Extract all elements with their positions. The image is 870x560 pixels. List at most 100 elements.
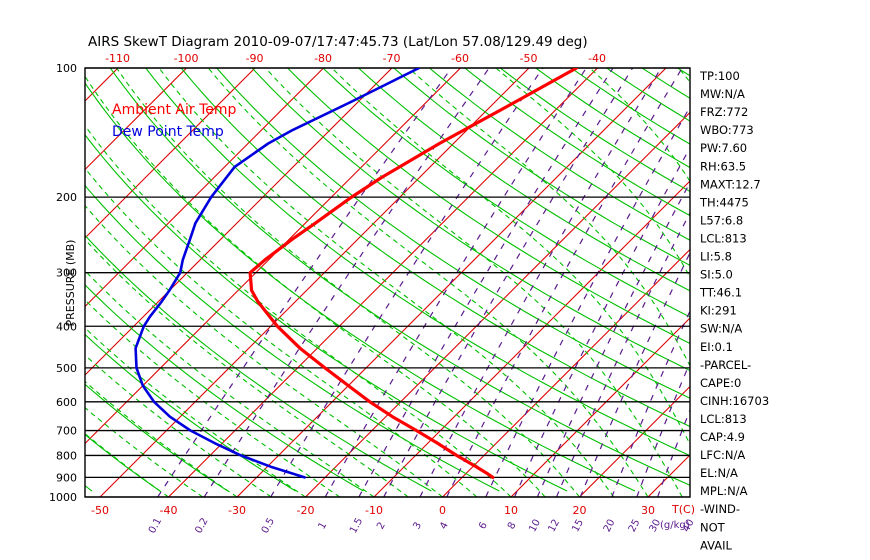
- isotherm-line: [99, 68, 530, 497]
- ambient-air-temp-profile: [248, 68, 579, 479]
- top-temperature-ticks: -110 -100 -90 -80 -70 -60 -50 -40: [105, 52, 606, 65]
- dew-point-temp-profile: [134, 68, 421, 479]
- moist-adiabat-line: [85, 124, 512, 497]
- pressure-tick-label: 200: [56, 191, 77, 204]
- bottom-temperature-tick-label: 20: [573, 504, 587, 517]
- mixing-ratio-line: [203, 68, 490, 497]
- dry-adiabat-line: [85, 284, 364, 492]
- top-temperature-tick-label: -60: [451, 52, 469, 65]
- mixing-ratio-tick-label: 1: [317, 520, 330, 531]
- x-axis-title-mixing-ratio: (g/kg): [660, 520, 690, 531]
- moist-adiabat-line: [85, 238, 409, 497]
- parameter-list: TP:100 MW:N/A FRZ:772 WBO:773 PW:7.60 RH:63.5…: [699, 69, 769, 552]
- dry-adiabat-line: [85, 234, 432, 492]
- pressure-tick-label: 300: [56, 267, 77, 280]
- parcel-mpl: MPL:N/A: [700, 484, 748, 498]
- y-axis-title: PRESSURE (MB): [64, 240, 77, 327]
- dry-adiabat-line: [85, 333, 296, 492]
- dry-adiabat-line: [393, 68, 690, 266]
- wind-status-line-2: AVAIL: [700, 538, 733, 552]
- dry-adiabat-line: [145, 68, 690, 457]
- parameter-mw: MW:N/A: [700, 87, 745, 101]
- parameter-l57: L57:6.8: [700, 213, 743, 227]
- mixing-ratio-tick-label: 4: [438, 520, 451, 531]
- pressure-tick-label: 500: [56, 362, 77, 375]
- isotherm-line: [85, 68, 324, 308]
- moist-adiabat-line: [85, 204, 443, 497]
- pressure-tick-label: 1000: [49, 491, 77, 504]
- dry-adiabat-line: [216, 68, 690, 399]
- bottom-temperature-tick-label: -40: [160, 504, 178, 517]
- parameter-ki: KI:291: [700, 304, 737, 318]
- legend-ambient-air-temp: Ambient Air Temp: [112, 102, 237, 118]
- dry-adiabat-line: [180, 68, 690, 428]
- mixing-ratio-tick-label: 30: [648, 518, 664, 534]
- dry-adiabat-line: [85, 184, 500, 492]
- parcel-lfc: LFC:N/A: [700, 448, 745, 462]
- bottom-temperature-tick-label: -10: [365, 504, 383, 517]
- isotherm-line: [85, 68, 461, 445]
- mixing-ratio-line: [536, 181, 690, 497]
- mixing-ratio-line: [636, 360, 690, 497]
- dry-adiabat-line: [429, 68, 690, 241]
- mixing-ratio-line: [485, 105, 690, 497]
- isotherm-line: [510, 317, 690, 497]
- mixing-ratio-line: [324, 68, 587, 497]
- mixing-ratio-tick-label: 15: [570, 518, 586, 534]
- isotherm-line: [373, 180, 690, 497]
- pressure-tick-labels: 100 200 300 400 500 600 700 800 900 1000: [49, 62, 77, 504]
- plot-frame: [84, 67, 691, 498]
- mixing-ratio-tick-label: 2: [375, 520, 388, 531]
- pressure-tick-label: 800: [56, 449, 77, 462]
- moist-adiabat-line: [85, 269, 375, 497]
- x-axis-title-temperature: T(C): [671, 503, 695, 516]
- parameter-ei: EI:0.1: [700, 340, 733, 354]
- parameter-frz: FRZ:772: [700, 105, 748, 119]
- wind-section-header: -WIND-: [700, 502, 740, 516]
- dry-adiabat-line: [358, 68, 690, 292]
- bottom-temperature-ticks: -50 -40 -30 -20 -10 0 10 20 30: [91, 504, 655, 517]
- moist-adiabat-lines: [85, 68, 690, 497]
- dry-adiabat-line: [85, 134, 568, 492]
- moist-adiabat-line: [85, 327, 306, 497]
- mixing-ratio-tick-label: 6: [477, 520, 490, 531]
- isotherm-line: [85, 68, 187, 171]
- moist-adiabat-line: [265, 68, 683, 497]
- top-temperature-tick-label: -110: [105, 52, 130, 65]
- dry-adiabat-line: [464, 68, 690, 217]
- moist-adiabat-line: [116, 68, 580, 497]
- mixing-ratio-tick-label: 3: [411, 520, 424, 531]
- moist-adiabat-line: [85, 299, 341, 497]
- isotherm-line: [442, 248, 690, 497]
- dry-adiabat-line: [287, 68, 690, 345]
- mixing-ratio-tick-label: 8: [506, 520, 519, 531]
- mixing-ratio-lines: [157, 68, 690, 497]
- moist-adiabat-line: [85, 167, 478, 497]
- page-title: AIRS SkewT Diagram 2010-09-07/17:47:45.7…: [88, 34, 588, 50]
- pressure-tick-label: 900: [56, 471, 77, 484]
- moist-adiabat-line: [408, 68, 690, 367]
- pressure-tick-label: 100: [56, 62, 77, 75]
- parameter-wbo: WBO:773: [700, 123, 754, 137]
- bottom-temperature-tick-label: 0: [439, 504, 446, 517]
- dry-adiabat-line: [109, 68, 690, 486]
- isotherm-line: [85, 68, 256, 239]
- parcel-cap: CAP:4.9: [700, 430, 745, 444]
- dry-adiabat-line: [251, 68, 690, 372]
- moist-adiabat-line: [85, 75, 546, 497]
- mixing-ratio-tick-label: 20: [602, 518, 618, 534]
- isotherm-line: [85, 68, 393, 376]
- isotherm-line: [168, 68, 598, 497]
- dry-adiabat-line: [499, 68, 690, 193]
- parameter-si: SI:5.0: [700, 268, 733, 282]
- pressure-tick-label: 700: [56, 425, 77, 438]
- dry-adiabat-line: [570, 68, 690, 145]
- mixing-ratio-tick-label: 40: [681, 518, 697, 534]
- parameter-li: LI:5.8: [700, 250, 732, 264]
- parameter-tt: TT:46.1: [699, 286, 742, 300]
- mixing-ratio-line: [555, 211, 690, 497]
- parcel-cinh: CINH:16703: [700, 394, 769, 408]
- mixing-ratio-line: [513, 146, 690, 497]
